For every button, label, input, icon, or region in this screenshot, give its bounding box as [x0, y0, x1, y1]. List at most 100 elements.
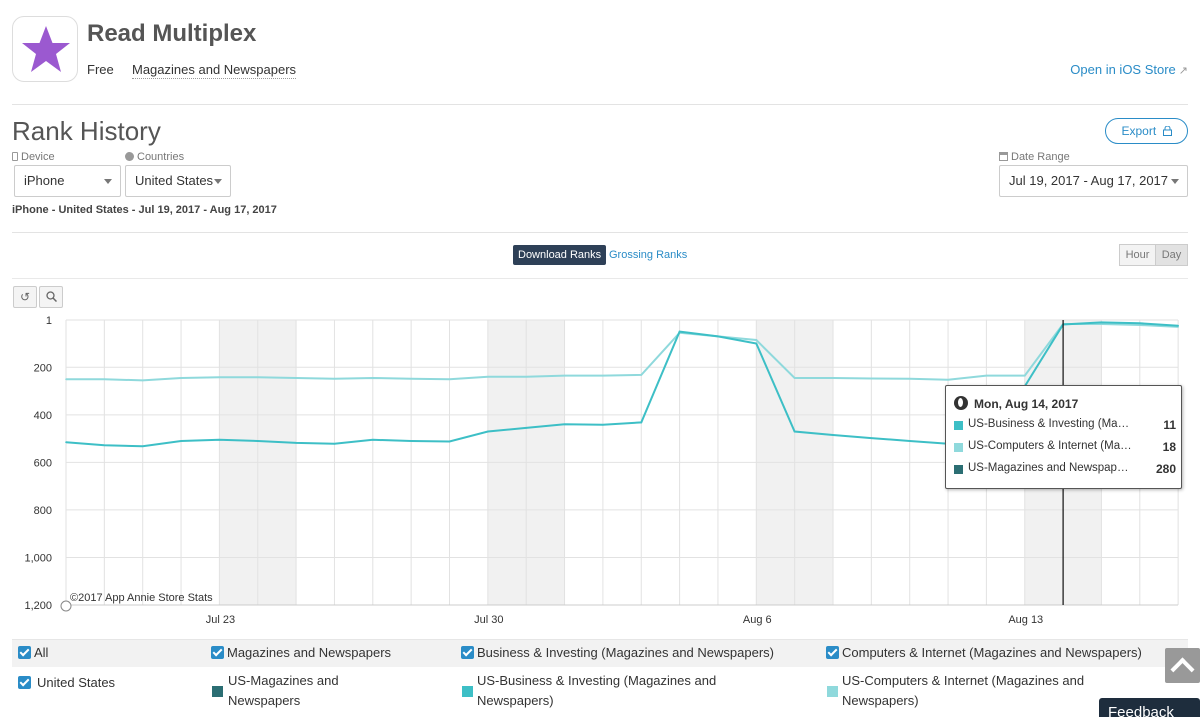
- series-point: [448, 440, 451, 443]
- series-point: [563, 374, 566, 377]
- series-point: [218, 376, 221, 379]
- series-swatch-computers[interactable]: [827, 686, 838, 697]
- tooltip-series-name: US-Computers & Internet (Magazines and N…: [968, 440, 1132, 452]
- countries-label-text: Countries: [137, 151, 185, 163]
- all-checkbox[interactable]: [18, 646, 31, 659]
- tooltip-series-value: 280: [1155, 462, 1176, 476]
- lock-icon: [1162, 125, 1172, 136]
- series-point: [870, 437, 873, 439]
- series-label-business[interactable]: US-Business & Investing (Magazines and N…: [477, 673, 717, 708]
- series-point: [602, 424, 604, 426]
- date-range-select[interactable]: Jul 19, 2017 - Aug 17, 2017: [999, 165, 1188, 197]
- rank-history-chart[interactable]: 1 200 400 600 800 1,000 1,200 Jul 23 Jul 30 Aug …: [0, 312, 1200, 632]
- series-label-magazines[interactable]: US-Magazines and Newspapers: [228, 673, 339, 708]
- category-label-magazines: Magazines and Newspapers: [227, 645, 392, 660]
- zoom-button[interactable]: [39, 286, 63, 308]
- tab-grossing-ranks[interactable]: Grossing Ranks: [609, 249, 688, 261]
- series-point: [640, 374, 643, 376]
- series-point: [410, 440, 412, 442]
- scroll-to-top-button[interactable]: [1165, 648, 1200, 683]
- series-point: [65, 378, 67, 380]
- selection-summary: iPhone - United States - Jul 19, 2017 - …: [12, 204, 277, 216]
- zoom-icon: [45, 291, 57, 303]
- series-point: [793, 430, 796, 433]
- category-checkbox-business[interactable]: [461, 646, 474, 659]
- divider: [12, 104, 1188, 105]
- page-title: Rank History: [12, 116, 161, 146]
- legend-category-row: [12, 639, 1188, 667]
- series-point: [103, 444, 106, 447]
- date-range-label: Date Range: [999, 151, 1070, 163]
- category-checkbox-computers[interactable]: [826, 646, 839, 659]
- device-value: iPhone: [24, 173, 65, 188]
- series-point: [410, 377, 412, 380]
- y-tick-label: 600: [34, 457, 52, 469]
- chevron-down-icon: [1171, 179, 1179, 184]
- x-tick-label: Aug 13: [1008, 614, 1043, 626]
- tooltip-date: Mon, Aug 14, 2017: [974, 397, 1079, 411]
- series-point: [525, 376, 527, 378]
- series-label-computers[interactable]: US-Computers & Internet (Magazines and N…: [842, 673, 1085, 708]
- series-point: [602, 374, 604, 377]
- series-swatch-magazines[interactable]: [212, 686, 223, 697]
- countries-value: United States: [135, 173, 214, 188]
- tooltip-row: US-Magazines and Newspapers 280: [954, 462, 1176, 478]
- tooltip-row: US-Computers & Internet (Magazines and N…: [954, 440, 1176, 456]
- phone-icon: [12, 152, 18, 161]
- series-point: [1139, 324, 1141, 326]
- series-point: [870, 377, 873, 380]
- series-point: [908, 377, 911, 380]
- star-icon: [22, 26, 70, 72]
- globe-icon: [125, 152, 134, 161]
- series-point: [487, 430, 489, 433]
- series-point: [295, 377, 297, 379]
- series-point: [180, 377, 182, 379]
- category-checkbox-magazines[interactable]: [211, 646, 224, 659]
- series-point: [141, 379, 144, 382]
- y-axis-ticks: 1 200 400 600 800 1,000 1,200: [24, 315, 52, 612]
- tab-download-ranks[interactable]: Download Ranks: [513, 245, 607, 265]
- app-price: Free: [87, 62, 114, 77]
- hour-button[interactable]: Hour: [1119, 244, 1156, 266]
- category-label-business: Business & Investing (Magazines and News…: [477, 645, 774, 660]
- country-checkbox-us[interactable]: [18, 676, 31, 689]
- series-point: [985, 374, 988, 377]
- series-point: [908, 440, 911, 442]
- app-category[interactable]: Magazines and Newspapers: [132, 62, 297, 79]
- app-title: Read Multiplex: [87, 20, 257, 47]
- series-point: [372, 438, 374, 441]
- series-point: [141, 445, 144, 448]
- series-point: [103, 378, 106, 380]
- series-swatch: [954, 443, 963, 452]
- chart-origin-handle[interactable]: [60, 600, 72, 612]
- series-point: [333, 377, 336, 380]
- series-point: [640, 421, 643, 424]
- date-range-value: Jul 19, 2017 - Aug 17, 2017: [1009, 173, 1169, 188]
- y-tick-label: 1,200: [24, 600, 52, 612]
- divider: [12, 232, 1188, 233]
- countries-select[interactable]: United States: [125, 165, 231, 197]
- open-ios-store-link[interactable]: Open in iOS Store ↗: [1070, 62, 1188, 77]
- export-button[interactable]: Export: [1105, 118, 1188, 144]
- y-tick-label: 400: [34, 410, 52, 422]
- series-point: [717, 335, 719, 338]
- series-swatch-business[interactable]: [462, 686, 473, 697]
- day-button[interactable]: Day: [1155, 244, 1188, 266]
- series-point: [295, 442, 297, 444]
- series-point: [333, 443, 336, 445]
- chevron-down-icon: [104, 179, 112, 184]
- x-tick-label: Jul 30: [474, 614, 503, 626]
- series-line[interactable]: [66, 323, 1179, 382]
- reset-zoom-button[interactable]: ↺: [13, 286, 37, 308]
- globe-icon: [954, 396, 968, 410]
- device-select[interactable]: iPhone: [14, 165, 121, 197]
- open-ios-store-label: Open in iOS Store: [1070, 62, 1176, 77]
- feedback-button[interactable]: Feedback: [1099, 698, 1200, 717]
- chart-watermark: ©2017 App Annie Store Stats: [70, 592, 213, 604]
- series-point: [832, 434, 834, 436]
- series-point: [793, 377, 796, 379]
- series-point: [256, 376, 259, 379]
- series-point: [947, 378, 949, 381]
- device-label-text: Device: [21, 151, 55, 163]
- series-point: [525, 427, 527, 429]
